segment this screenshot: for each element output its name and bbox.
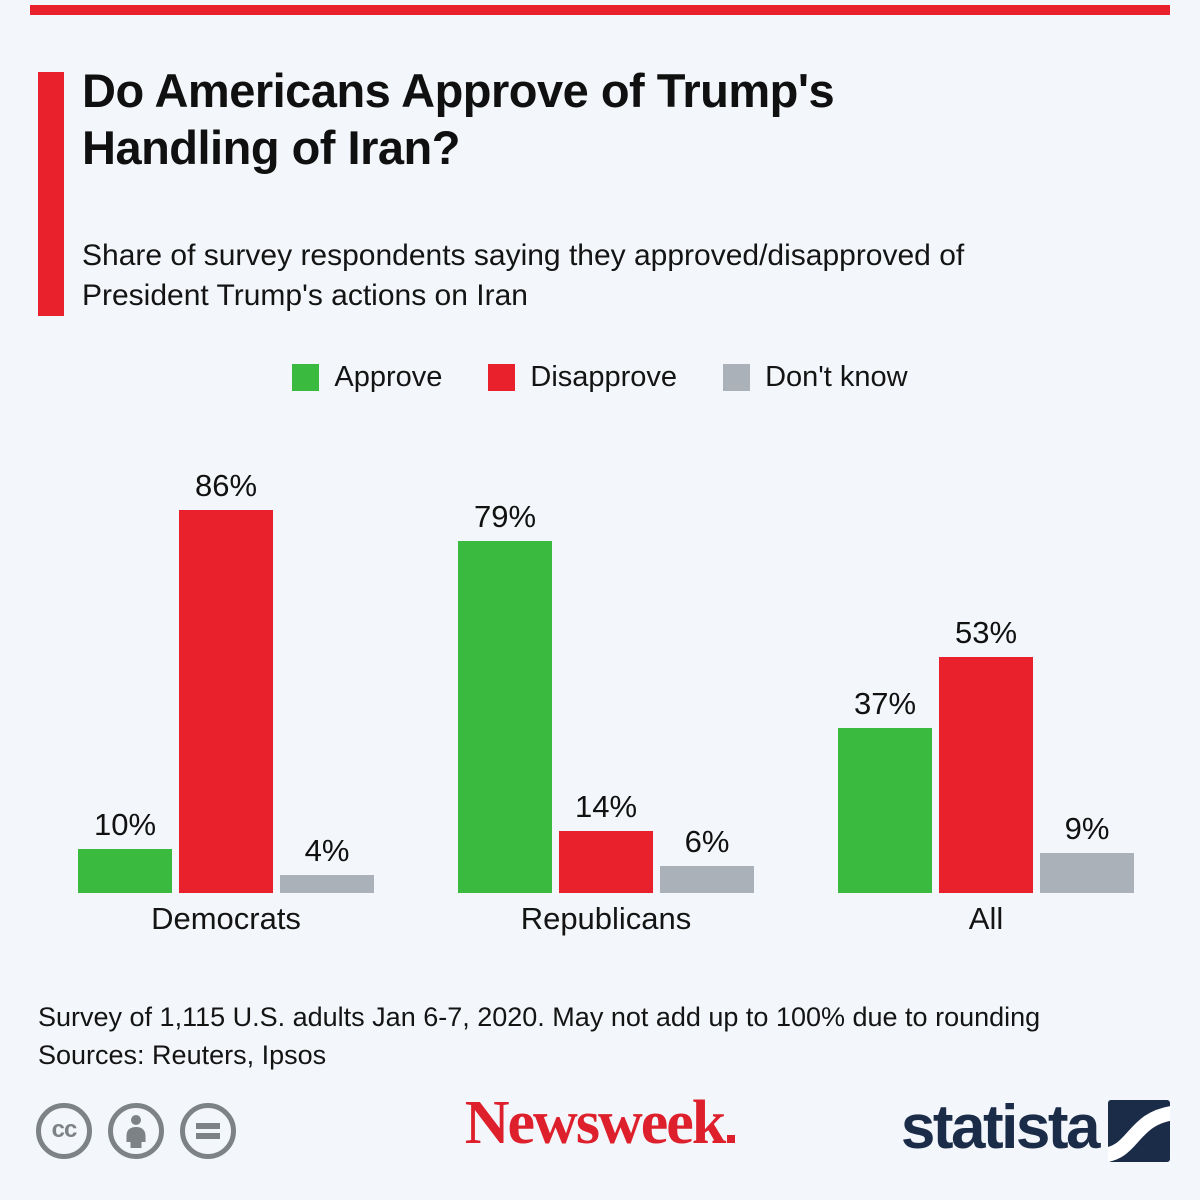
bar-value-label: 14% <box>574 788 638 824</box>
bar-republicans-approve <box>458 541 552 893</box>
bar-col-republicans-approve: 79% <box>458 499 552 893</box>
legend-item-approve: Approve <box>292 361 442 394</box>
equals-glyph <box>196 1123 220 1139</box>
bar-value-label: 53% <box>954 615 1018 651</box>
bar-democrats-don-t-know <box>280 875 374 893</box>
legend-item-don-t-know: Don't know <box>723 361 908 394</box>
statista-swoosh-icon <box>1108 1100 1170 1162</box>
sources-note: Sources: Reuters, Ipsos <box>38 1040 327 1071</box>
bar-republicans-disapprove <box>559 830 653 893</box>
top-accent-bar <box>30 5 1170 15</box>
legend: Approve Disapprove Don't know <box>0 361 1200 394</box>
bar-republicans-don-t-know <box>660 866 754 893</box>
category-label-democrats: Democrats <box>151 901 301 936</box>
bar-democrats-disapprove <box>179 510 273 893</box>
bar-value-label: 6% <box>684 824 730 860</box>
bar-value-label: 9% <box>1064 810 1110 846</box>
statista-logo: statista <box>900 1093 1170 1162</box>
bar-all-disapprove <box>939 657 1033 893</box>
bar-col-democrats-approve: 10% <box>78 806 172 893</box>
footnote: Survey of 1,115 U.S. adults Jan 6-7, 202… <box>38 998 1168 1075</box>
legend-label: Disapprove <box>530 361 678 393</box>
page-subtitle: Share of survey respondents saying they … <box>82 239 965 313</box>
category-label-all: All <box>968 901 1004 936</box>
cc-icon-label: cc <box>51 1116 78 1143</box>
bar-value-label: 86% <box>194 468 258 504</box>
legend-item-disapprove: Disapprove <box>488 361 677 394</box>
category-labels: Democrats Republicans All <box>78 901 1134 937</box>
newsweek-logo-text: Newsweek <box>464 1089 726 1157</box>
cc-icon: cc <box>36 1103 92 1159</box>
category-label-republicans: Republicans <box>520 901 692 936</box>
equals-icon <box>180 1103 236 1159</box>
license-icons: cc <box>36 1103 236 1159</box>
attribution-person-icon <box>108 1103 164 1159</box>
page-title: Do Americans Approve of Trump's Handling… <box>82 64 835 175</box>
bar-value-label: 79% <box>473 499 537 535</box>
bar-value-label: 4% <box>304 833 350 869</box>
legend-label: Approve <box>334 361 443 393</box>
legend-swatch-disapprove <box>488 364 516 391</box>
bar-value-label: 10% <box>93 806 157 842</box>
legend-swatch-don-t-know <box>723 364 751 391</box>
statista-logo-text: statista <box>900 1093 1101 1162</box>
bar-col-republicans-don-t-know: 6% <box>660 824 754 893</box>
legend-label: Don't know <box>765 361 908 393</box>
bar-group-democrats: 10% 86% 4% <box>78 468 374 893</box>
bar-group-republicans: 79% 14% 6% <box>458 499 754 893</box>
bar-col-republicans-disapprove: 14% <box>559 789 653 893</box>
bar-democrats-approve <box>78 848 172 893</box>
bar-col-democrats-disapprove: 86% <box>179 468 273 893</box>
bar-all-don-t-know <box>1040 852 1134 893</box>
bar-col-democrats-don-t-know: 4% <box>280 833 374 893</box>
bar-chart: 10% 86% 4% 79% 14% 6% 37% 53% 9% <box>78 468 1134 893</box>
survey-note: Survey of 1,115 U.S. adults Jan 6-7, 202… <box>38 1002 1041 1032</box>
newsweek-logo: Newsweek <box>0 1092 1200 1154</box>
legend-swatch-approve <box>292 364 320 391</box>
bar-group-all: 37% 53% 9% <box>838 615 1134 893</box>
bar-col-all-don-t-know: 9% <box>1040 811 1134 893</box>
bar-col-all-disapprove: 53% <box>939 615 1033 893</box>
bar-value-label: 37% <box>853 686 917 722</box>
title-accent-bar <box>38 72 64 316</box>
person-glyph <box>126 1115 146 1148</box>
bar-col-all-approve: 37% <box>838 686 932 893</box>
bar-all-approve <box>838 728 932 893</box>
newsweek-logo-dot <box>727 1135 736 1143</box>
